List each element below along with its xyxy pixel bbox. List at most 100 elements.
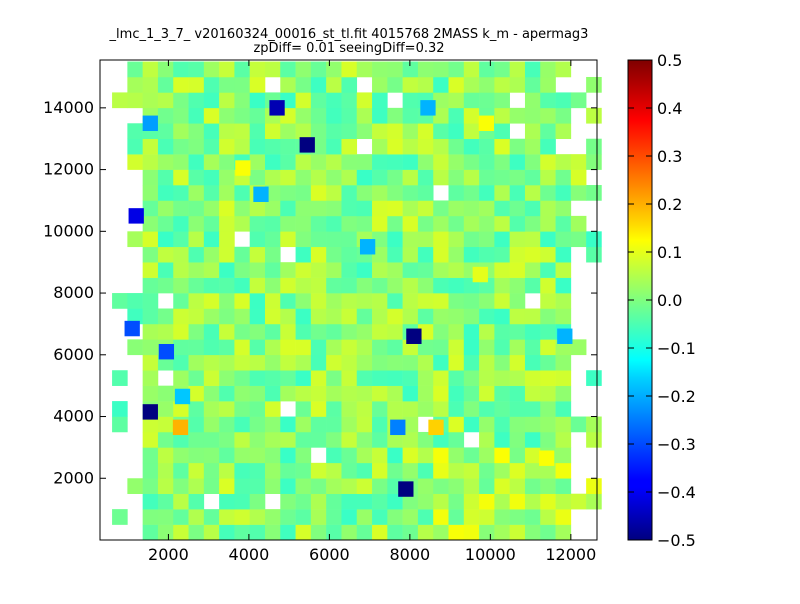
heatmap-cell [540,323,556,340]
heatmap-cell [494,215,510,232]
heatmap-cell [479,61,495,78]
heatmap-cell [280,385,296,402]
heatmap-cell [356,478,373,494]
heatmap-cell [326,339,342,356]
heatmap-cell [494,246,510,263]
heatmap-cell [173,447,189,464]
heatmap-cell [203,185,220,201]
heatmap-cell [387,385,403,402]
heatmap-cell [402,169,419,186]
heatmap-cell [448,524,465,541]
heatmap-cell [448,416,465,433]
heatmap-cell [494,61,510,78]
heatmap-cell [341,76,358,93]
heatmap-cell [448,107,465,124]
heatmap-cell [295,107,312,124]
heatmap-cell [586,231,602,248]
heatmap-cell [555,370,572,386]
heatmap-cell [540,524,556,541]
heatmap-cell [326,462,342,479]
heatmap-cell [509,354,526,371]
heatmap-cell [509,509,526,525]
heatmap-cell [326,431,342,448]
heatmap-cell [341,447,358,464]
heatmap-cell [463,339,480,356]
heatmap-cell [463,169,480,186]
heatmap-cell [142,246,159,263]
heatmap-cell [494,493,510,510]
heatmap-cell [310,323,327,340]
heatmap-cell [356,169,373,186]
heatmap-cell [295,339,312,356]
heatmap-cell [586,370,602,386]
heatmap-cell [142,215,159,232]
heatmap-cell [173,431,189,448]
heatmap-cell [555,462,572,479]
heatmap-cell [249,61,266,78]
heatmap-cell [387,401,403,417]
heatmap-cell [127,76,143,93]
heatmap-cell [448,293,465,309]
colorbar-ticks: −0.5 −0.4 −0.3 −0.2 −0.1 0.0 0.1 0.2 0.3 0.4 0.5 [628,51,696,550]
heatmap-cell [524,76,541,93]
heatmap-cell [280,200,296,217]
heatmap-cell [310,339,327,356]
heatmap-cell [555,92,572,109]
heatmap-cell [494,323,510,340]
heatmap-cell [157,262,174,278]
heatmap-cell [417,447,434,464]
heatmap-cell [463,401,480,417]
heatmap-cell [219,462,235,479]
heatmap-cell [402,185,419,201]
heatmap-cell [417,431,434,448]
heatmap-cell [586,138,602,155]
heatmap-cell [203,262,220,278]
heatmap-cell [234,339,250,356]
heatmap-cell [157,416,174,433]
heatmap-cell [463,493,480,510]
heatmap-cell [417,308,434,325]
heatmap-cell [524,431,541,448]
heatmap-cell [188,277,205,294]
heatmap-cell [524,200,541,217]
heatmap-cell [555,123,572,140]
heatmap-cell [356,401,373,417]
heatmap-cell [157,200,174,217]
heatmap-cell [463,524,480,541]
heatmap-cell [326,493,342,510]
heatmap-cell [387,462,403,479]
heatmap-cell [387,524,403,541]
y-tick-label: 10000 [43,221,94,240]
heatmap-cell [402,293,419,309]
heatmap-cell [265,200,281,217]
heatmap-cell [295,462,312,479]
heatmap-cell [494,154,510,170]
y-tick-label: 6000 [53,345,94,364]
heatmap-cell [387,431,403,448]
heatmap-cell [448,246,465,263]
heatmap-cell [524,447,541,464]
heatmap-cell [173,323,189,340]
heatmap-cell [203,509,220,525]
heatmap-cell [463,385,480,402]
heatmap-cell [265,169,281,186]
heatmap-cell [265,262,281,278]
heatmap-cell [387,215,403,232]
heatmap-cell [188,431,205,448]
heatmap-cell [188,524,205,541]
colorbar-tick-label: 0.5 [657,51,682,70]
heatmap-cell [555,354,572,371]
heatmap-cell [173,76,189,93]
heatmap-cell [402,154,419,170]
heatmap-cell-outlier [158,343,175,360]
heatmap-cell [142,323,159,340]
heatmap-cell [479,293,495,309]
heatmap-cell [326,169,342,186]
heatmap-cell [524,138,541,155]
heatmap-cell [142,493,159,510]
heatmap-cell [157,509,174,525]
heatmap-cell [479,385,495,402]
heatmap-cell [280,370,296,386]
heatmap-cell [326,107,342,124]
